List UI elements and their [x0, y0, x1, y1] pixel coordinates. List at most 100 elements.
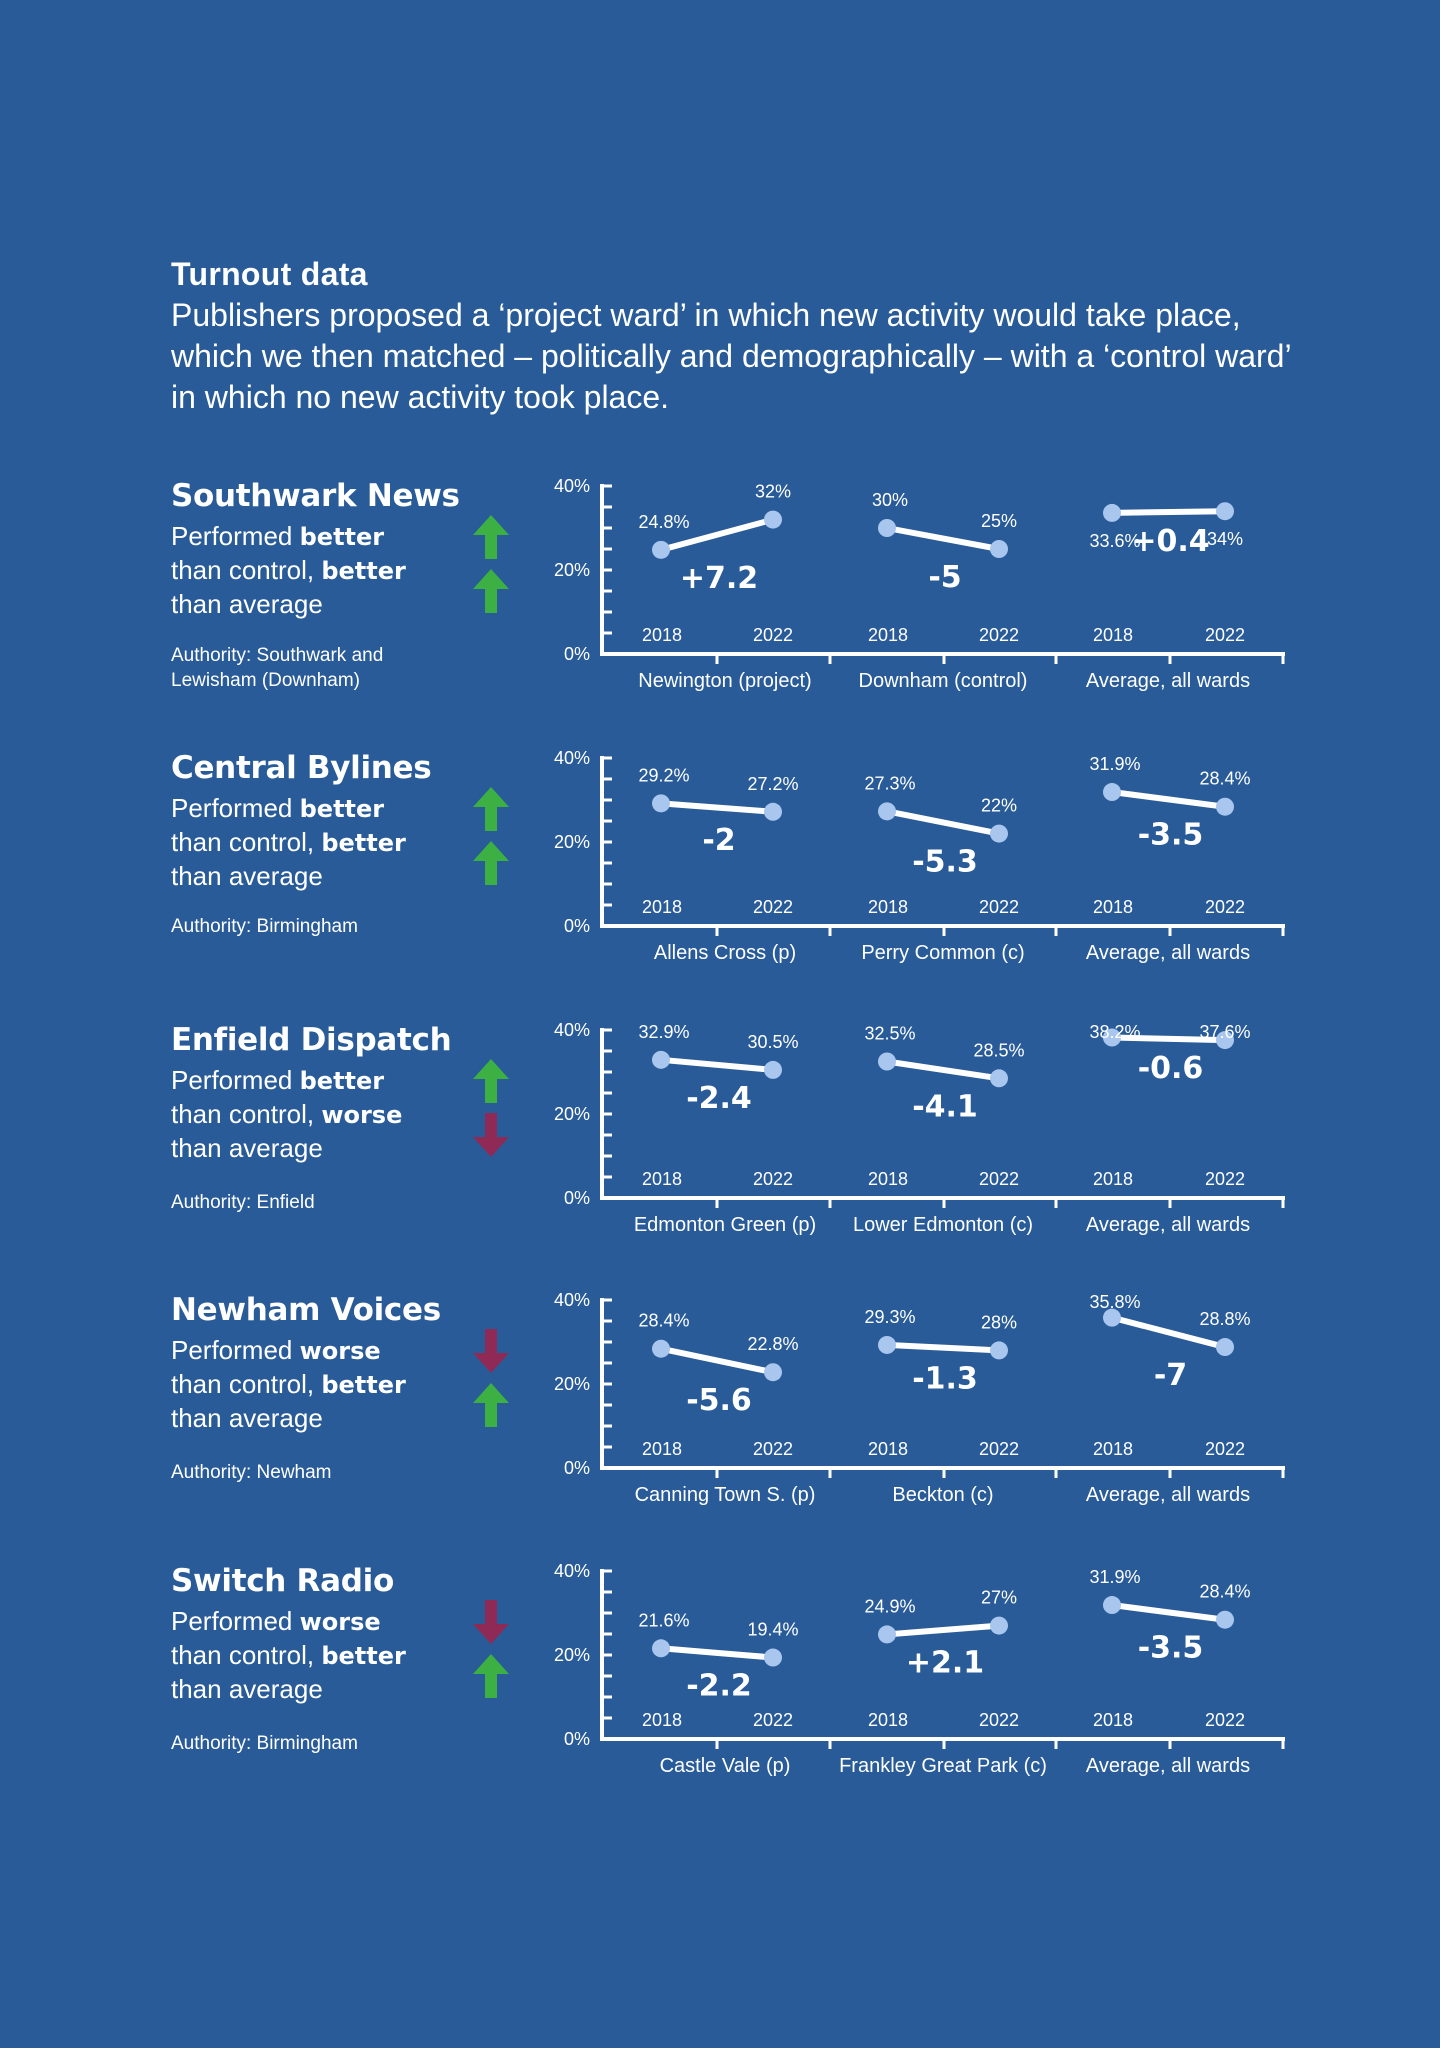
x-tick-label: 2022	[1205, 1169, 1245, 1189]
y-tick-label: 0%	[564, 916, 590, 936]
ward-label: Downham (control)	[859, 670, 1028, 692]
ward-label: Beckton (c)	[892, 1484, 993, 1506]
data-point	[990, 1069, 1008, 1088]
data-point	[1103, 1596, 1121, 1615]
authority-label: Authority: Birmingham	[171, 916, 358, 937]
summary-emphasis: better	[321, 557, 406, 585]
performance-summary: Performed better than control, better than…	[171, 520, 406, 621]
data-point	[1216, 1338, 1234, 1357]
summary-text: Performed	[171, 521, 300, 551]
value-label: 19.4%	[747, 1620, 798, 1640]
data-point	[1103, 1308, 1121, 1327]
y-tick-label: 20%	[554, 1645, 590, 1665]
value-label: 24.9%	[864, 1596, 915, 1616]
performance-summary: Performed better than control, better than…	[171, 792, 406, 893]
x-tick-label: 2022	[1205, 897, 1245, 917]
y-tick-label: 0%	[564, 1188, 590, 1208]
turnout-chart: 0% 20% 40% 28.4% 22.8% -5.6 2018 2022 Canning To…	[554, 1290, 1285, 1506]
summary-line: than control, better	[171, 1639, 406, 1673]
data-point	[764, 1363, 782, 1382]
change-label: -5.6	[686, 1383, 752, 1418]
value-label: 28.4%	[638, 1311, 689, 1331]
value-label: 34%	[1207, 529, 1243, 549]
x-tick-label: 2022	[979, 1169, 1019, 1189]
y-tick-label: 20%	[554, 1104, 590, 1124]
x-tick-label: 2018	[642, 1710, 682, 1730]
summary-text: than average	[171, 861, 323, 891]
down-arrow-icon	[473, 1113, 509, 1157]
x-tick-label: 2022	[979, 1710, 1019, 1730]
turnout-chart: 0% 20% 40% 24.8% 32% +7.2 2018 2022 Newington (p…	[554, 476, 1285, 692]
publisher-name: Southwark News	[171, 478, 460, 514]
value-label: 31.9%	[1089, 754, 1140, 774]
performance-summary: Performed worse than control, better than …	[171, 1334, 406, 1435]
y-tick-label: 40%	[554, 1561, 590, 1581]
x-tick-label: 2018	[642, 1439, 682, 1459]
summary-text: than control,	[171, 1099, 322, 1129]
data-point	[764, 510, 782, 529]
ward-label: Perry Common (c)	[861, 942, 1024, 964]
summary-text: than control,	[171, 555, 322, 585]
performance-summary: Performed better than control, worse than …	[171, 1064, 402, 1165]
page-title: Turnout data	[171, 256, 368, 292]
page-heading: Turnout data Publishers proposed a ‘proj…	[171, 256, 1321, 418]
change-label: -3.5	[1138, 818, 1204, 853]
x-tick-label: 2018	[642, 1169, 682, 1189]
publisher-name: Switch Radio	[171, 1563, 394, 1599]
x-tick-label: 2022	[1205, 1439, 1245, 1459]
change-label: -7	[1154, 1358, 1187, 1393]
data-point	[1216, 1031, 1234, 1050]
up-arrow-icon	[473, 515, 509, 559]
summary-line: than control, better	[171, 1368, 406, 1402]
up-arrow-icon	[473, 1654, 509, 1698]
data-point	[878, 519, 896, 537]
summary-emphasis: better	[321, 1642, 406, 1670]
publisher-block: Central Bylines Performed better than cont…	[0, 748, 1440, 990]
value-label: 35.8%	[1089, 1292, 1140, 1312]
summary-line: than average	[171, 1402, 406, 1435]
data-point	[652, 1339, 670, 1358]
value-label: 32%	[755, 482, 791, 502]
turnout-line	[658, 1645, 776, 1661]
up-arrow-icon	[473, 1059, 509, 1103]
x-tick-label: 2018	[1093, 1169, 1133, 1189]
y-tick-label: 20%	[554, 1374, 590, 1394]
summary-emphasis: better	[299, 523, 385, 551]
summary-text: Performed	[171, 1606, 300, 1636]
value-label: 28.8%	[1199, 1309, 1250, 1329]
turnout-line	[1109, 508, 1228, 516]
summary-text: than control,	[171, 827, 322, 857]
publisher-block: Newham Voices Performed worse than control…	[0, 1290, 1440, 1532]
y-tick-label: 40%	[554, 1020, 590, 1040]
change-label: -5	[928, 560, 961, 595]
publisher-block: Switch Radio Performed worse than control,…	[0, 1561, 1440, 1803]
down-arrow-icon	[473, 1600, 509, 1644]
ward-label: Average, all wards	[1086, 942, 1250, 964]
summary-text: than average	[171, 1133, 323, 1163]
ward-label: Average, all wards	[1086, 1755, 1250, 1777]
x-tick-label: 2018	[868, 897, 908, 917]
summary-text: than average	[171, 1674, 323, 1704]
publisher-name: Enfield Dispatch	[171, 1022, 452, 1058]
ward-label: Frankley Great Park (c)	[839, 1755, 1047, 1777]
turnout-line	[884, 808, 1002, 837]
value-label: 30.5%	[747, 1032, 798, 1052]
authority-label: Authority: Birmingham	[171, 1733, 358, 1754]
turnout-line	[884, 1058, 1002, 1082]
data-point	[652, 1639, 670, 1658]
data-point	[990, 824, 1008, 843]
value-label: 32.9%	[638, 1022, 689, 1042]
summary-text: Performed	[171, 1065, 300, 1095]
turnout-line	[1109, 1314, 1228, 1351]
y-tick-label: 40%	[554, 1290, 590, 1310]
y-tick-label: 40%	[554, 748, 590, 768]
up-arrow-icon	[473, 1383, 509, 1427]
change-label: -5.3	[912, 845, 978, 880]
data-point	[990, 540, 1008, 558]
value-label: 28.5%	[973, 1040, 1024, 1060]
data-point	[990, 1341, 1008, 1360]
summary-emphasis: better	[299, 1067, 385, 1095]
summary-text: than average	[171, 589, 323, 619]
summary-text: Performed	[171, 793, 300, 823]
turnout-line	[658, 516, 776, 553]
